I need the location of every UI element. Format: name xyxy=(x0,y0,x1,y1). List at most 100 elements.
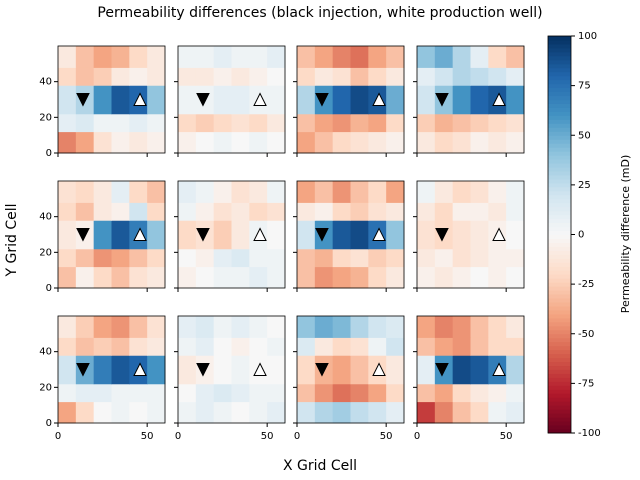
heatmap-cell xyxy=(195,113,215,133)
heatmap-cell xyxy=(147,85,166,115)
panel xyxy=(174,45,286,157)
heatmap-cell xyxy=(368,113,387,133)
heatmap-cell xyxy=(93,113,112,133)
colorbar-band xyxy=(548,278,571,283)
heatmap-cell xyxy=(178,355,197,385)
heatmap-cell xyxy=(267,85,286,115)
colorbar-band xyxy=(548,111,571,116)
colorbar-label: Permeability difference (mD) xyxy=(619,155,632,314)
production-well xyxy=(492,92,506,106)
y-tick-label: 20 xyxy=(39,382,52,393)
colorbar-band xyxy=(548,39,571,45)
heatmap-cell xyxy=(231,337,250,356)
heatmap-cell xyxy=(386,46,405,68)
colorbar-band xyxy=(548,43,571,49)
colorbar-band xyxy=(548,99,571,104)
colorbar-band xyxy=(548,222,571,228)
colorbar-band xyxy=(548,345,571,351)
colorbar-band xyxy=(548,151,571,156)
injection-well xyxy=(76,228,90,242)
x-tick-label: 0 xyxy=(175,431,181,442)
heatmap-cell xyxy=(350,266,369,289)
heatmap-cell xyxy=(350,383,369,403)
heatmap-cell xyxy=(147,383,166,403)
heatmap-cell xyxy=(58,266,77,289)
heatmap-cell xyxy=(178,131,197,154)
colorbar-band xyxy=(548,262,571,267)
heatmap-cell xyxy=(129,67,148,86)
heatmap-cell xyxy=(195,248,215,268)
colorbar-band xyxy=(548,79,571,85)
panel-frame xyxy=(416,180,525,289)
heatmap-cell xyxy=(386,113,405,133)
heatmap-cell xyxy=(75,181,95,203)
heatmap-cell xyxy=(470,67,489,86)
heatmap-cell xyxy=(75,202,95,221)
heatmap-cell xyxy=(195,337,215,356)
panel: 0 20 40 xyxy=(39,45,166,159)
heatmap-cell xyxy=(386,401,405,424)
colorbar-band xyxy=(548,210,571,216)
heatmap-cell xyxy=(332,46,351,68)
heatmap-cell xyxy=(58,46,77,68)
colorbar-band xyxy=(548,353,571,359)
colorbar-band xyxy=(548,91,571,97)
heatmap-cell xyxy=(195,316,215,338)
heatmap-cell xyxy=(93,337,112,356)
colorbar-band xyxy=(548,194,571,200)
heatmap-cell xyxy=(267,131,286,154)
heatmap-cell xyxy=(195,401,215,424)
heatmap-cell xyxy=(147,401,166,424)
heatmap-cell xyxy=(452,202,471,221)
colorbar-tick-label: 100 xyxy=(578,31,597,42)
heatmap-cell xyxy=(147,220,166,250)
heatmap-cell xyxy=(75,131,95,154)
colorbar-band xyxy=(548,369,571,374)
heatmap-cell xyxy=(470,220,489,250)
heatmap-cell xyxy=(178,316,197,338)
colorbar-band xyxy=(548,325,571,331)
colorbar-band xyxy=(548,198,571,204)
heatmap-cell xyxy=(297,46,316,68)
heatmap-cell xyxy=(314,316,334,338)
heatmap-cell xyxy=(231,46,250,68)
colorbar-band xyxy=(548,103,571,108)
heatmap-cell xyxy=(147,131,166,154)
heatmap-cell xyxy=(58,401,77,424)
heatmap-cell xyxy=(368,316,387,338)
heatmap-cell xyxy=(452,355,471,385)
heatmap-cell xyxy=(93,266,112,289)
heatmap-cell xyxy=(488,248,507,268)
panel xyxy=(413,45,525,157)
colorbar-band xyxy=(548,301,571,307)
heatmap-cell xyxy=(297,383,316,403)
heatmap-cell xyxy=(368,383,387,403)
heatmap-cell xyxy=(231,181,250,203)
heatmap-cell xyxy=(93,220,112,250)
heatmap-cell xyxy=(267,248,286,268)
heatmap-cell xyxy=(417,316,436,338)
colorbar-band xyxy=(548,75,571,81)
heatmap-cell xyxy=(231,355,250,385)
panel xyxy=(413,180,525,292)
heatmap-cell xyxy=(470,337,489,356)
heatmap-cell xyxy=(297,337,316,356)
y-tick-label: 40 xyxy=(39,212,52,223)
colorbar-band xyxy=(548,337,571,343)
heatmap-cell xyxy=(75,46,95,68)
heatmap-cell xyxy=(147,316,166,338)
heatmap-cell xyxy=(470,355,489,385)
heatmap-cell xyxy=(417,383,436,403)
heatmap-cell xyxy=(75,383,95,403)
heatmap-cell xyxy=(434,131,454,154)
heatmap-cell xyxy=(93,67,112,86)
heatmap-cell xyxy=(147,113,166,133)
heatmap-cell xyxy=(417,337,436,356)
heatmap-cell xyxy=(332,85,351,115)
heatmap-cell xyxy=(213,337,232,356)
heatmap-cell xyxy=(314,383,334,403)
heatmap-cell xyxy=(231,383,250,403)
heatmap-cell xyxy=(213,355,232,385)
heatmap-cell xyxy=(314,202,334,221)
panel xyxy=(293,180,405,292)
